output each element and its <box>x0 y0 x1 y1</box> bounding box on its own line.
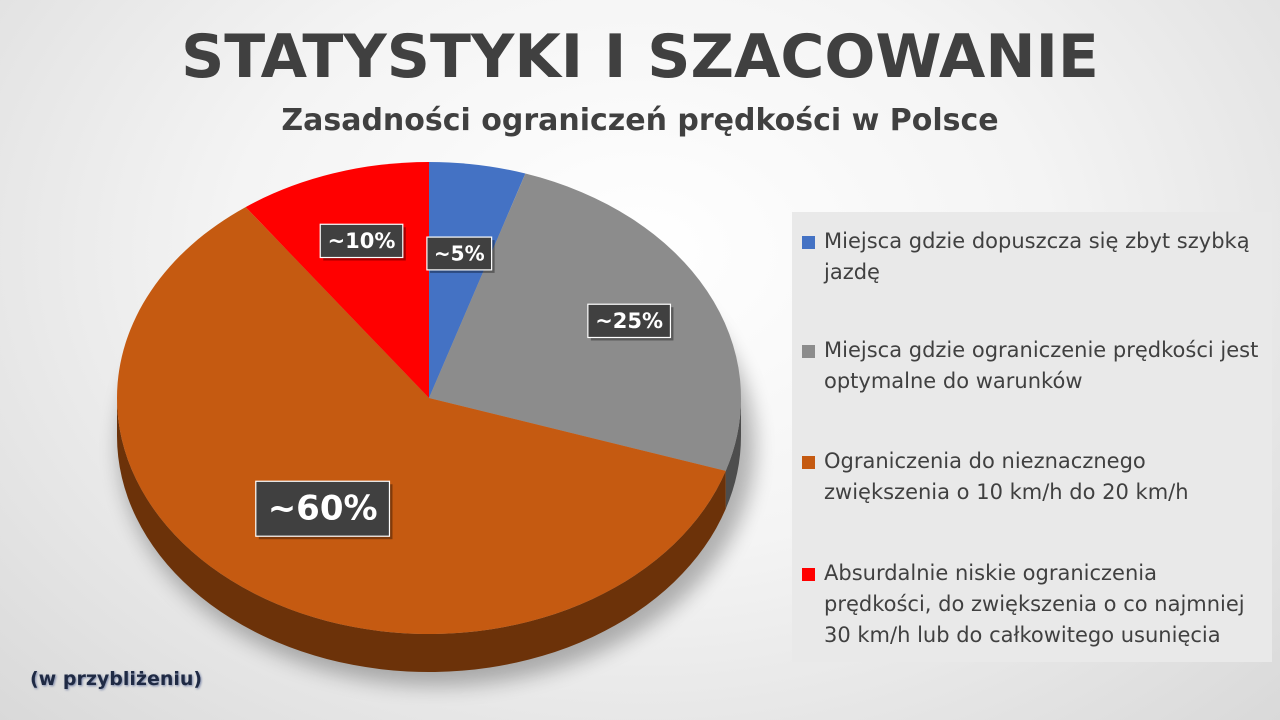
data-label-3: ~10% <box>319 223 406 261</box>
pie-slice-0 <box>429 162 526 398</box>
legend-label: Absurdalnie niskie ograniczenia prędkośc… <box>824 561 1245 647</box>
legend-item-optimal: Miejsca gdzie ograniczenie prędkości jes… <box>802 335 1262 397</box>
data-label-box <box>319 223 404 259</box>
data-label-text: ~5% <box>434 241 485 265</box>
pie-side-1 <box>725 398 741 509</box>
page-title: STATYSTYKI I SZACOWANIE <box>181 22 1099 92</box>
data-label-2: ~60% <box>255 480 393 540</box>
data-label-0: ~5% <box>426 236 495 273</box>
approximation-note: (w przybliżeniu) <box>30 668 203 690</box>
legend-label: Miejsca gdzie ograniczenie prędkości jes… <box>824 338 1259 393</box>
legend-swatch <box>802 345 815 358</box>
legend: Miejsca gdzie dopuszcza się zbyt szybką … <box>792 212 1272 662</box>
data-label-box <box>587 303 672 339</box>
data-label-1: ~25% <box>587 303 674 341</box>
legend-item-slight-increase: Ograniczenia do nieznacznego zwiększenia… <box>802 446 1262 508</box>
pie-top <box>116 162 741 635</box>
data-label-text: ~25% <box>595 309 663 333</box>
legend-label: Miejsca gdzie dopuszcza się zbyt szybką … <box>824 229 1250 284</box>
legend-item-absurd: Absurdalnie niskie ograniczenia prędkośc… <box>802 558 1262 651</box>
legend-swatch <box>802 456 815 469</box>
legend-label: Ograniczenia do nieznacznego zwiększenia… <box>824 449 1189 504</box>
data-label-box <box>426 236 493 271</box>
legend-item-fast-driving: Miejsca gdzie dopuszcza się zbyt szybką … <box>802 226 1262 288</box>
data-label-box <box>255 480 391 537</box>
legend-swatch <box>802 568 815 581</box>
data-label-text: ~60% <box>268 489 378 529</box>
data-label-text: ~10% <box>328 229 396 253</box>
chart-subtitle: Zasadności ograniczeń prędkości w Polsce <box>281 103 999 138</box>
pie-slice-3 <box>245 162 429 398</box>
pie-side-2 <box>117 398 726 672</box>
pie-sides <box>117 398 741 672</box>
legend-swatch <box>802 236 815 249</box>
pie-slice-1 <box>429 173 741 471</box>
pie-labels: ~5% ~25% ~60% ~10% <box>255 223 674 540</box>
